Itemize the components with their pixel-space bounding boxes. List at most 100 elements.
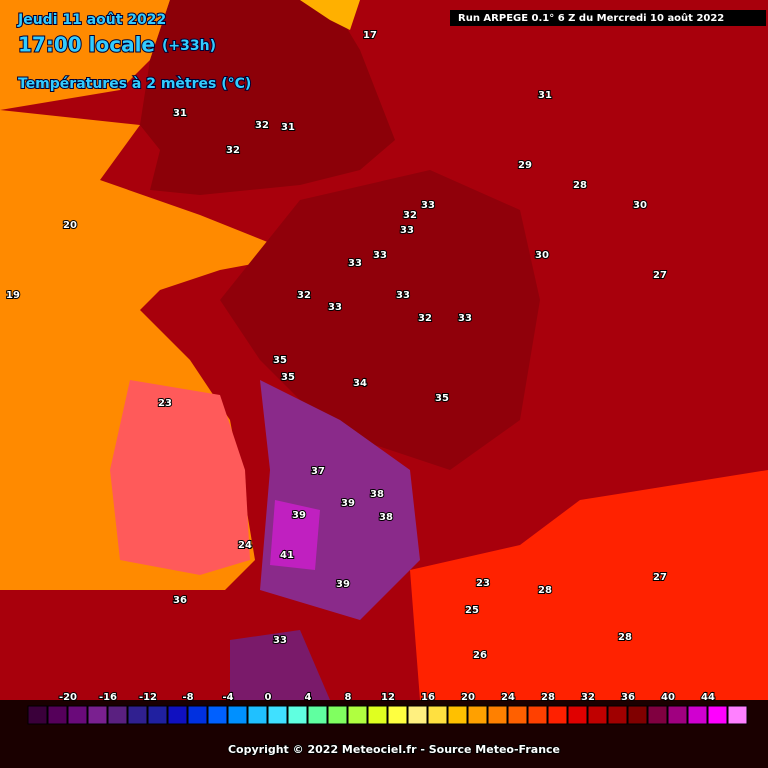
scale-cell	[387, 705, 408, 725]
scale-cell	[427, 705, 448, 725]
scale-label: 32	[581, 692, 595, 703]
scale-cell	[487, 705, 508, 725]
temperature-label: 30	[633, 200, 647, 211]
scale-label: 12	[381, 692, 395, 703]
temperature-label: 27	[653, 270, 667, 281]
temperature-label: 30	[535, 250, 549, 261]
scale-cell	[287, 705, 308, 725]
scale-label: 0	[265, 692, 272, 703]
scale-cell	[127, 705, 148, 725]
scale-cell	[727, 705, 748, 725]
scale-label: 36	[621, 692, 635, 703]
temperature-label: 38	[379, 512, 393, 523]
scale-cell	[87, 705, 108, 725]
temperature-label: 23	[158, 398, 172, 409]
mediterranean	[410, 470, 768, 700]
spain-hot	[230, 630, 330, 700]
scale-label: -20	[59, 692, 77, 703]
scale-cell	[447, 705, 468, 725]
temperature-label: 27	[653, 572, 667, 583]
scale-cell	[687, 705, 708, 725]
scale-label: 16	[421, 692, 435, 703]
temperature-label: 20	[63, 220, 77, 231]
temperature-label: 31	[538, 90, 552, 101]
scale-label: -16	[99, 692, 117, 703]
temperature-label: 38	[370, 489, 384, 500]
temperature-label: 33	[373, 250, 387, 261]
scale-cell	[587, 705, 608, 725]
scale-label: 24	[501, 692, 515, 703]
temperature-label: 39	[336, 579, 350, 590]
temperature-label: 39	[341, 498, 355, 509]
temperature-label: 28	[573, 180, 587, 191]
temperature-label: 37	[311, 466, 325, 477]
temperature-label: 31	[173, 108, 187, 119]
scale-cell	[247, 705, 268, 725]
hottest-zone	[270, 500, 320, 570]
scale-label: 44	[701, 692, 715, 703]
scale-cell	[327, 705, 348, 725]
temperature-label: 33	[458, 313, 472, 324]
scale-cell	[507, 705, 528, 725]
bay-of-biscay	[110, 380, 250, 575]
scale-cell	[107, 705, 128, 725]
temperature-label: 34	[353, 378, 367, 389]
north-sea	[300, 0, 360, 30]
scale-cell	[467, 705, 488, 725]
france-core	[220, 170, 540, 470]
lead-time: (+33h)	[162, 38, 216, 54]
temperature-label: 25	[465, 605, 479, 616]
temperature-label: 19	[6, 290, 20, 301]
temperature-label: 32	[255, 120, 269, 131]
scale-cell	[307, 705, 328, 725]
temperature-label: 33	[348, 258, 362, 269]
temperature-label: 23	[476, 578, 490, 589]
scale-label: -8	[182, 692, 193, 703]
date: Jeudi 11 août 2022	[17, 12, 166, 28]
temperature-label: 17	[363, 30, 377, 41]
scale-label: 40	[661, 692, 675, 703]
temperature-label: 32	[226, 145, 240, 156]
temperature-label: 24	[238, 540, 252, 551]
temperature-label: 41	[280, 550, 294, 561]
scale-cell	[567, 705, 588, 725]
scale-cell	[647, 705, 668, 725]
scale-cell	[407, 705, 428, 725]
temperature-label: 33	[396, 290, 410, 301]
great-britain	[140, 0, 395, 195]
temperature-label: 32	[403, 210, 417, 221]
scale-cell	[347, 705, 368, 725]
temperature-label: 31	[281, 122, 295, 133]
temperature-label: 35	[273, 355, 287, 366]
scale-cell	[667, 705, 688, 725]
temperature-label: 32	[297, 290, 311, 301]
temperature-label: 28	[618, 632, 632, 643]
scale-label: 28	[541, 692, 555, 703]
scale-cell	[207, 705, 228, 725]
temperature-label: 36	[173, 595, 187, 606]
temperature-label: 28	[538, 585, 552, 596]
scale-cell	[527, 705, 548, 725]
temperature-label: 26	[473, 650, 487, 661]
scale-cell	[147, 705, 168, 725]
temperature-label: 33	[273, 635, 287, 646]
local-time: 17:00 locale	[18, 33, 155, 57]
scale-cell	[47, 705, 68, 725]
run-box	[450, 10, 766, 26]
temperature-label: 33	[328, 302, 342, 313]
temperature-label: 35	[435, 393, 449, 404]
scale-cell	[67, 705, 88, 725]
scale-label: -12	[139, 692, 157, 703]
scale-cell	[367, 705, 388, 725]
scale-label: 20	[461, 692, 475, 703]
scale-cell	[547, 705, 568, 725]
field-name: Températures à 2 mètres (°C)	[18, 76, 251, 92]
temperature-label: 33	[421, 200, 435, 211]
scale-cell	[167, 705, 188, 725]
scale-cell	[267, 705, 288, 725]
scale-cell	[707, 705, 728, 725]
scale-label: 8	[345, 692, 352, 703]
temperature-label: 29	[518, 160, 532, 171]
scale-cell	[187, 705, 208, 725]
